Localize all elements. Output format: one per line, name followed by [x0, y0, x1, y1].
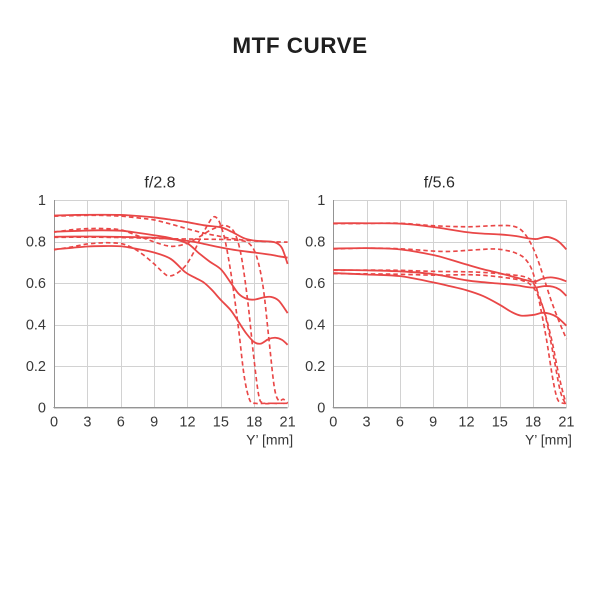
chart-title: f/2.8 [144, 175, 175, 192]
y-tick-label: 0.6 [305, 276, 325, 292]
y-tick-label: 0.4 [305, 318, 325, 334]
x-tick-label: 12 [179, 415, 195, 431]
y-tick-label: 0.8 [26, 235, 46, 251]
y-tick-label: 1 [38, 193, 46, 209]
y-tick-label: 0.2 [26, 359, 46, 375]
x-axis-label: Y’ [mm] [525, 432, 572, 448]
mtf-curve-solid [53, 229, 289, 314]
x-tick-label: 6 [396, 415, 404, 431]
x-tick-label: 0 [50, 415, 58, 431]
x-axis-label: Y’ [mm] [246, 432, 293, 448]
mtf-curve-dashed [333, 222, 568, 340]
x-tick-label: 15 [492, 415, 508, 431]
chart-title: f/5.6 [424, 175, 455, 192]
y-tick-label: 1 [317, 193, 325, 209]
x-tick-label: 18 [246, 415, 262, 431]
mtf-curve-dashed [53, 236, 289, 404]
page-title: MTF CURVE [232, 33, 368, 58]
x-tick-label: 15 [213, 415, 229, 431]
y-tick-label: 0.8 [305, 235, 325, 251]
y-tick-label: 0.2 [305, 359, 325, 375]
mtf-curve-solid [53, 245, 289, 346]
x-tick-label: 0 [329, 415, 337, 431]
x-tick-label: 18 [525, 415, 541, 431]
x-tick-label: 3 [83, 415, 91, 431]
x-tick-label: 6 [117, 415, 125, 431]
mtf-curve-solid [333, 272, 568, 327]
y-tick-label: 0 [317, 401, 325, 417]
x-tick-label: 9 [150, 415, 158, 431]
x-tick-label: 12 [458, 415, 474, 431]
y-tick-label: 0.6 [26, 276, 46, 292]
x-tick-label: 21 [558, 415, 574, 431]
x-tick-label: 21 [280, 415, 296, 431]
mtf-curve-dashed [333, 269, 567, 404]
mtf-curve-dashed [333, 272, 568, 402]
mtf-curve-dashed [53, 214, 288, 243]
y-tick-label: 0 [38, 401, 46, 417]
mtf-curve-solid [333, 269, 568, 297]
mtf-curve-dashed [333, 247, 567, 405]
x-tick-label: 3 [363, 415, 371, 431]
x-tick-label: 9 [429, 415, 437, 431]
y-tick-label: 0.4 [26, 318, 46, 334]
mtf-curve-dashed [53, 224, 288, 405]
mtf-curve-dashed [53, 215, 288, 405]
